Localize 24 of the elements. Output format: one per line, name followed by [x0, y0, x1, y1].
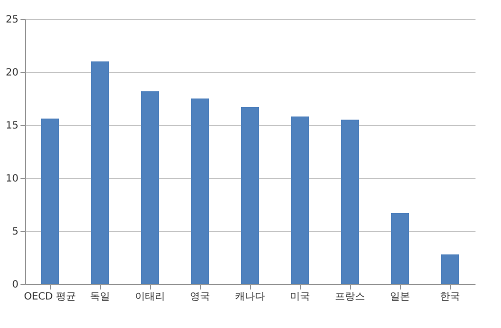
bar: [291, 116, 309, 284]
y-tick-label: 15: [6, 120, 18, 132]
bar: [41, 118, 59, 284]
x-tick-label: OECD 평균: [24, 292, 76, 302]
y-tick-label: 25: [6, 14, 18, 26]
x-tick-label: 일본: [390, 292, 410, 302]
bar: [91, 61, 109, 284]
x-tick-label: 영국: [190, 292, 210, 302]
bar: [141, 91, 159, 284]
y-tick-label: 0: [12, 280, 18, 290]
bar: [341, 120, 359, 284]
x-tick-label: 프랑스: [335, 292, 365, 302]
x-tick-label: 미국: [290, 292, 310, 302]
bar: [241, 106, 259, 284]
bar: [191, 98, 209, 284]
x-tick-label: 캐나다: [235, 292, 265, 302]
x-tick-label: 독일: [90, 292, 110, 302]
x-tick-label: 이태리: [135, 292, 165, 302]
x-tick-label: 한국: [440, 292, 460, 302]
y-tick-label: 20: [6, 68, 18, 78]
bar: [391, 212, 409, 284]
y-tick-label: 5: [12, 226, 18, 238]
y-tick-label: 10: [6, 174, 18, 184]
bar: [441, 254, 459, 284]
